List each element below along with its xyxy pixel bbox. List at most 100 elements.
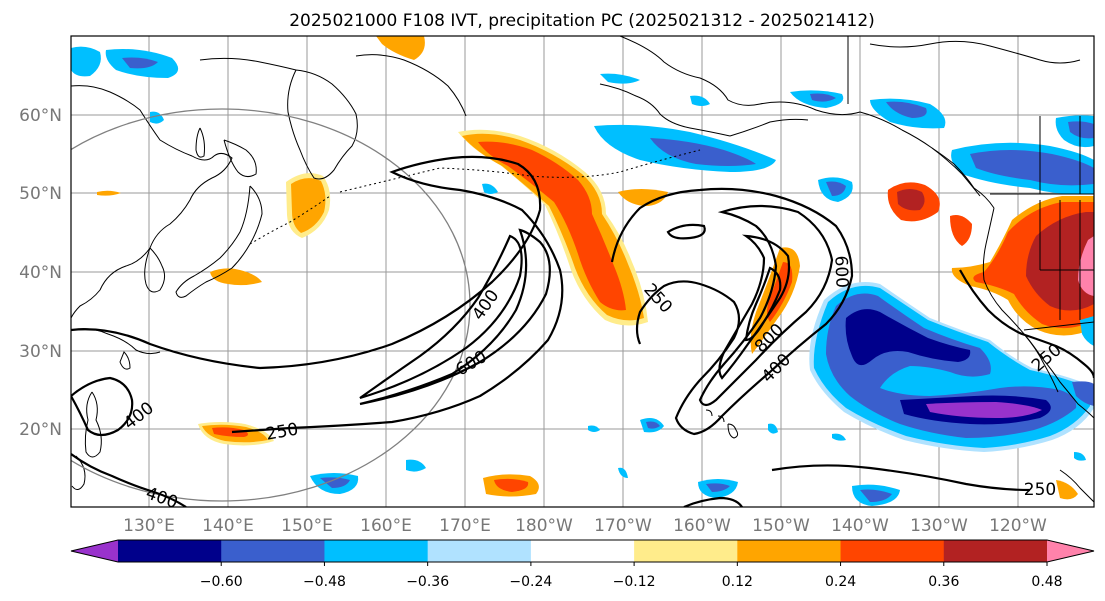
map-frame — [70, 35, 1095, 508]
positive-anomaly-dateline-band-red — [478, 141, 626, 311]
border-us-states — [1039, 200, 1094, 320]
map-panel: 400 600 250 400 400 250 600 800 400 250 … — [70, 35, 1095, 508]
colorbar-segments — [70, 539, 1095, 563]
negative-anomaly-tropics-4-core — [706, 483, 730, 492]
positive-anomaly-west-coast-north-core — [897, 189, 925, 211]
negative-anomaly-ep-dark — [845, 309, 971, 366]
lon-tick-label: 150°W — [752, 516, 810, 536]
negative-anomaly-tropics-1-core — [320, 477, 350, 488]
colorbar-tick-label: −0.36 — [406, 574, 449, 590]
coastline-okhotsk — [199, 57, 297, 71]
ivt-label: 250 — [1024, 480, 1056, 500]
lat-tick-label: 40°N — [19, 263, 62, 283]
negative-anomaly-tropics-7 — [618, 467, 628, 478]
coastline-siberia-north — [355, 54, 467, 117]
coastline-bc — [931, 147, 995, 209]
colorbar-segment — [840, 540, 945, 562]
positive-anomaly-dateline-small-orange — [618, 189, 668, 206]
coastline-kamchatka — [287, 69, 358, 180]
negative-anomaly-nw-corner — [71, 46, 101, 77]
ivt-contour-400-sw — [71, 376, 134, 437]
ivt-contour-600-east — [718, 234, 791, 380]
colorbar-tick-label: −0.60 — [200, 574, 243, 590]
ivt-contours — [71, 155, 1094, 507]
latitude-labels: 60°N 50°N 40°N 30°N 20°N — [19, 106, 62, 440]
precipitation-shading — [71, 36, 1094, 506]
coastline-alaska — [619, 36, 981, 197]
coastline-taiwan — [119, 351, 131, 370]
colorbar-segment — [634, 540, 738, 562]
negative-anomaly-dateline-small — [482, 183, 498, 194]
negative-anomaly-north-bering-core — [650, 138, 756, 166]
ivt-contour-small-loop — [666, 223, 706, 240]
coastline-central-america — [1059, 469, 1094, 503]
lat-tick-label: 30°N — [19, 342, 62, 362]
ivt-contour-250-ne — [959, 269, 1094, 379]
lon-tick-label: 160°E — [360, 516, 412, 536]
negative-anomaly-tropics-10 — [1074, 452, 1086, 461]
border-us-mexico — [1023, 321, 1094, 331]
negative-anomaly-bc-coast-core — [1068, 121, 1094, 139]
colorbar-tick-label: 0.24 — [825, 574, 856, 590]
colorbar-tick-label: 0.12 — [722, 574, 753, 590]
negative-anomaly-nw-top-core — [122, 57, 158, 69]
ivt-label: 600 — [830, 255, 851, 288]
colorbar-segment — [118, 540, 222, 562]
negative-anomaly-ep-purple — [926, 402, 1042, 418]
coastlines — [71, 36, 1094, 503]
coastline-korea — [144, 247, 166, 293]
lon-tick-label: 120°W — [989, 516, 1047, 536]
coastline-hawaii — [705, 409, 739, 439]
positive-anomaly-japan-east-core — [291, 178, 326, 233]
range-ring-circle — [71, 108, 471, 502]
negative-anomaly-gulf-alaska-core — [886, 101, 927, 118]
positive-anomaly-western-us-pink — [1078, 236, 1094, 296]
colorbar-tick-label: 0.48 — [1031, 574, 1062, 590]
positive-anomaly-top-small — [376, 36, 425, 60]
coastline-japan — [175, 139, 263, 298]
lon-tick-label: 130°W — [910, 516, 968, 536]
ivt-contour-250-east — [610, 187, 854, 436]
ivt-contour-400-east — [698, 204, 834, 407]
colorbar-tick-label: −0.24 — [509, 574, 552, 590]
lat-tick-label: 20°N — [19, 420, 62, 440]
positive-anomaly-small-orange — [97, 190, 121, 196]
negative-anomaly-tropics-5-core — [860, 489, 892, 502]
lat-tick-label: 60°N — [19, 106, 62, 126]
positive-anomaly-west-coast-small — [950, 215, 972, 246]
positive-anomaly-se-small — [1056, 480, 1078, 500]
negative-anomaly-tropics-8 — [832, 433, 846, 441]
negative-anomaly-alaska-north-core — [810, 93, 836, 102]
colorbar-outline — [70, 539, 1095, 563]
longitude-labels: 130°E 140°E 150°E 160°E 170°E 180°W 170°… — [123, 516, 1047, 536]
ivt-contour-400-west — [359, 234, 523, 400]
positive-anomaly-center-small-red — [494, 478, 529, 492]
negative-anomaly-tropics-6 — [588, 425, 600, 432]
colorbar-tick-label: −0.48 — [303, 574, 346, 590]
coastline-philippines — [71, 391, 102, 490]
lon-tick-label: 170°W — [594, 516, 652, 536]
colorbar-extend-low — [71, 540, 118, 562]
lon-tick-label: 140°E — [202, 516, 254, 536]
colorbar-segment — [324, 540, 429, 562]
ivt-contour-250-south — [683, 496, 743, 507]
negative-anomaly-ep-east-edge — [1072, 381, 1094, 406]
ivt-contour-250-west — [71, 155, 564, 434]
colorbar-segment — [943, 540, 1048, 562]
ivt-contour-250-se — [771, 464, 1031, 492]
negative-anomaly-tropics-2 — [406, 459, 426, 472]
colorbar-segment — [221, 540, 325, 562]
coastline-alaska-west — [599, 83, 731, 137]
lon-tick-label: 140°W — [831, 516, 889, 536]
colorbar-tick-labels: −0.60 −0.48 −0.36 −0.24 −0.12 0.12 0.24 0.36 0.4… — [200, 562, 1063, 590]
negative-anomaly-tropics-9 — [768, 423, 778, 434]
colorbar-segment — [427, 540, 532, 562]
negative-anomaly-gulf-small-core — [826, 181, 846, 196]
lon-tick-label: 130°E — [123, 516, 175, 536]
ivt-contour-600-west — [359, 228, 551, 406]
ivt-contour-400-sw-lower — [71, 453, 187, 507]
lon-tick-label: 180°W — [515, 516, 573, 536]
negative-anomaly-canada-band-core — [970, 150, 1094, 186]
coastline-baja — [1023, 333, 1059, 393]
colorbar-tick-label: 0.36 — [928, 574, 959, 590]
